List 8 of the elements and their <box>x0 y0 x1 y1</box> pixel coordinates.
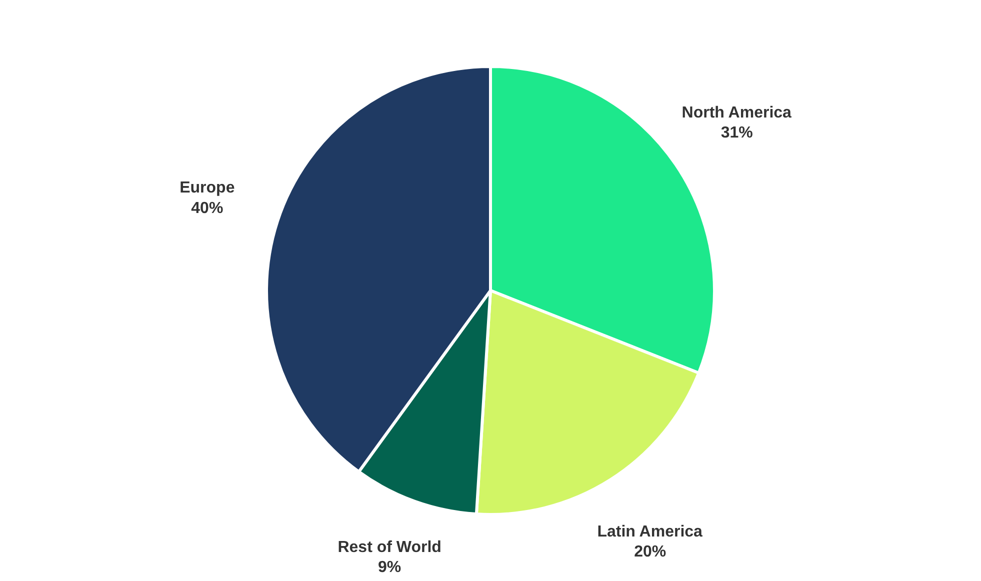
slice-label: Latin America <box>597 523 703 540</box>
slice-label: Rest of World <box>338 538 442 556</box>
data-label: 20% <box>634 544 666 561</box>
data-label: 9% <box>378 559 402 576</box>
data-label: 40% <box>191 200 224 218</box>
data-label: 31% <box>720 124 753 142</box>
slice-label: Europe <box>180 180 235 197</box>
slice-label: North America <box>682 104 792 122</box>
